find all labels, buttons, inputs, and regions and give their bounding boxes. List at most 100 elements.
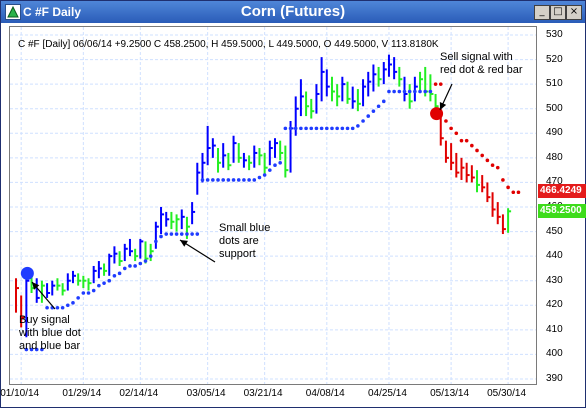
ohlc-bar [217, 148, 222, 173]
ohlc-bar [87, 278, 92, 291]
support-dot [24, 347, 29, 352]
ohlc-bar [460, 157, 465, 180]
ohlc-bar [387, 54, 392, 77]
ohlc-bar [222, 143, 227, 168]
support-dot [340, 126, 345, 131]
ohlc-bar [237, 143, 242, 163]
resistance-dot [454, 131, 459, 136]
support-dot [66, 303, 70, 308]
window-title: C #F Daily [23, 5, 82, 19]
support-annotation: Small blue dots are support [219, 222, 271, 260]
ohlc-bar [232, 135, 237, 163]
ohlc-bar [20, 295, 25, 328]
support-dot [159, 234, 163, 239]
close-button[interactable]: × [566, 5, 582, 20]
support-dot [392, 89, 396, 94]
ohlc-bar [491, 192, 496, 217]
ohlc-bar [455, 152, 460, 178]
support-dot [413, 89, 417, 94]
support-dot [262, 173, 267, 177]
ohlc-bar [403, 76, 408, 102]
ohlc-bar [103, 263, 108, 276]
support-dot [402, 89, 407, 94]
price-chart-svg [10, 27, 536, 384]
support-dot [407, 89, 412, 94]
ohlc-bar [206, 125, 211, 166]
ohlc-bar [481, 175, 486, 193]
ohlc-bar [444, 140, 449, 163]
ohlc-bar [180, 209, 185, 230]
resistance-dot [433, 82, 438, 86]
support-dot [242, 178, 246, 182]
ohlc-bar [372, 64, 377, 92]
resistance-dot [480, 153, 485, 158]
ohlc-bar [501, 214, 506, 235]
ohlc-bar [398, 66, 403, 87]
buy-signal-dot [20, 266, 34, 280]
minimize-button[interactable]: _ [534, 5, 550, 20]
support-dot [216, 178, 220, 182]
resistance-dot [449, 126, 453, 131]
support-dot [200, 178, 205, 182]
x-tick-label: 01/29/14 [62, 388, 102, 399]
ohlc-bar [382, 62, 387, 85]
resistance-dot [501, 178, 505, 182]
support-dot [128, 264, 132, 268]
ohlc-bar [310, 98, 315, 119]
ohlc-bar [248, 155, 253, 171]
support-dot [252, 178, 257, 182]
resistance-dot [464, 138, 469, 143]
support-dot [278, 160, 282, 165]
support-dot [55, 305, 60, 310]
x-tick-label: 04/08/14 [305, 388, 345, 399]
app-icon [5, 4, 21, 20]
support-dot [205, 178, 210, 182]
ohlc-bar [139, 238, 144, 259]
support-dot [97, 283, 101, 288]
ohlc-bar [191, 202, 196, 225]
support-dot [221, 178, 225, 182]
y-tick-label: 430 [546, 274, 563, 286]
ohlc-bar [320, 57, 325, 102]
resistance-dot [438, 82, 443, 86]
support-dot [236, 178, 241, 182]
support-dot [268, 168, 272, 172]
support-dot [397, 89, 402, 94]
support-dot [366, 114, 371, 118]
resistance-dot [459, 138, 464, 143]
support-dot [376, 104, 381, 109]
support-arrow-head [180, 240, 188, 247]
support-dot [356, 124, 360, 128]
resistance-price-tag: 466.4249 [538, 184, 586, 199]
support-dot [179, 232, 184, 236]
ohlc-bar [367, 71, 372, 97]
plot-area[interactable]: C #F [Daily] 06/06/14 +9.2500 C 458.2500… [9, 26, 537, 385]
support-dot [371, 109, 376, 113]
ohlc-bar [82, 275, 87, 289]
ohlc-bar [268, 140, 273, 166]
support-dot [273, 163, 277, 168]
ohlc-bar [201, 152, 206, 183]
ohlc-bar [149, 243, 154, 262]
support-dot [133, 264, 137, 268]
ohlc-bar [165, 211, 170, 227]
y-tick-label: 530 [546, 29, 563, 40]
support-dot [174, 232, 179, 236]
ohlc-bar [211, 138, 216, 158]
ohlc-bar [154, 221, 159, 249]
support-dot [226, 178, 231, 182]
chart-title: Corn (Futures) [240, 3, 346, 20]
sell-signal-annotation: Sell signal with red dot & red bar [440, 51, 523, 76]
sell-signal-dot [430, 107, 444, 121]
ohlc-bar [419, 71, 424, 92]
maximize-button[interactable]: □ [550, 5, 566, 20]
title-bar[interactable]: C #F Daily Corn (Futures) _ □ × [1, 1, 585, 23]
ohlc-bar [507, 208, 512, 233]
ohlc-bar [227, 152, 232, 171]
ohlc-bar [315, 84, 320, 114]
y-tick-label: 500 [546, 102, 563, 114]
support-dot [34, 347, 39, 352]
support-dot [112, 274, 117, 278]
sell-arrow-head [439, 102, 447, 110]
support-dot [81, 291, 86, 295]
